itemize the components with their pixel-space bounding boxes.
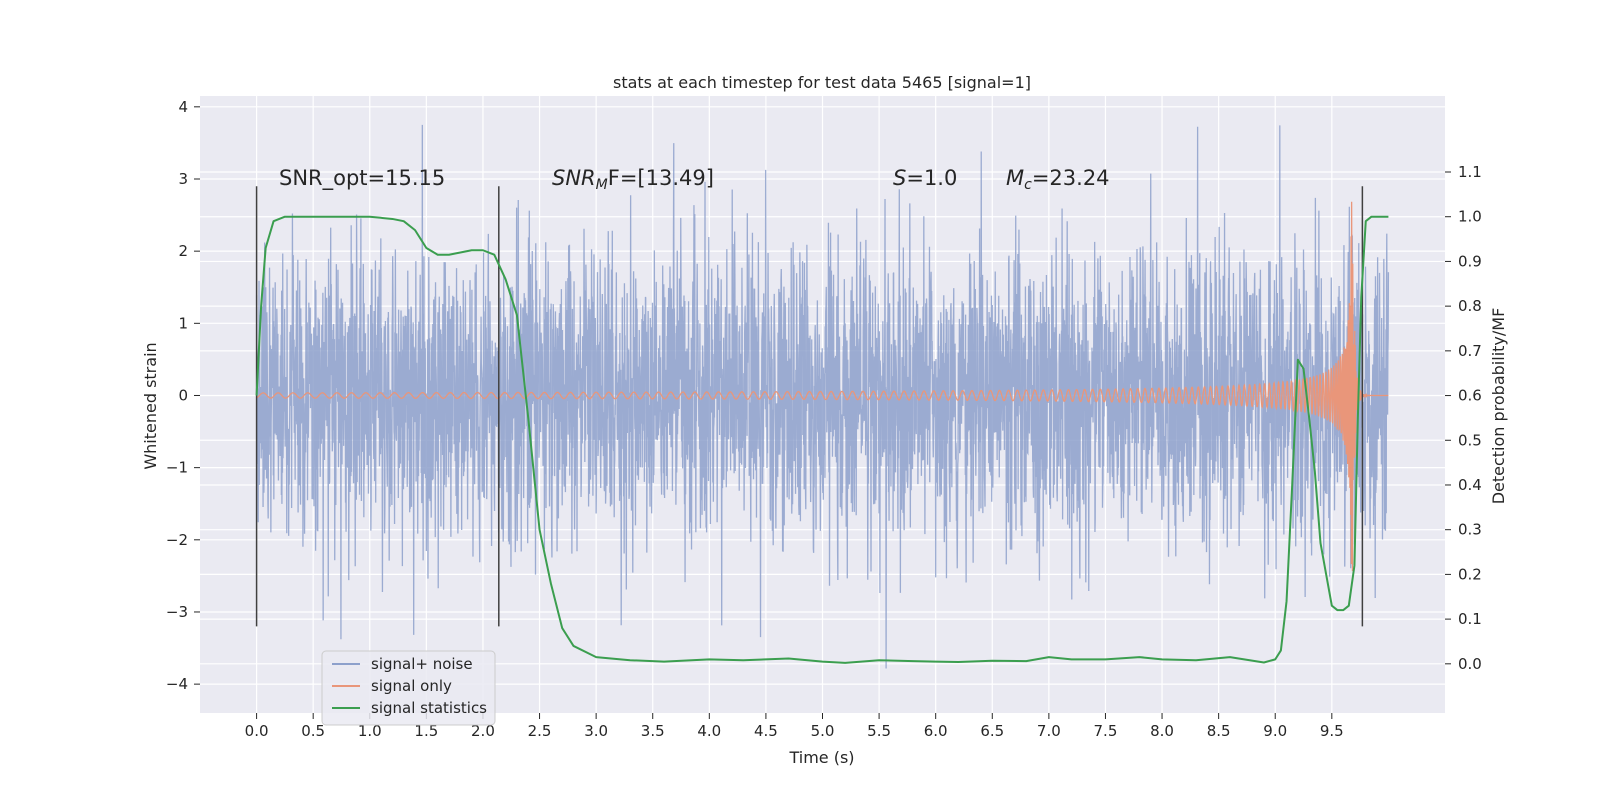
y2-tick-label: 0.0 [1458,655,1482,673]
x-tick-label: 3.0 [584,722,608,740]
x-tick-label: 1.5 [414,722,438,740]
signal-only-series [256,201,1389,572]
noise-line [255,124,1390,669]
y2-tick-label: 0.2 [1458,565,1482,583]
x-tick-label: 6.5 [980,722,1004,740]
y-tick-label: −4 [166,675,188,693]
annotation-snr-mf: SNRMF=[13.49] [552,166,714,193]
y2-tick-label: 0.3 [1458,521,1482,539]
x-axis-label: Time (s) [788,748,854,767]
y-tick-label: 0 [178,386,188,404]
y2-tick-label: 0.6 [1458,387,1482,405]
x-tick-label: 6.0 [924,722,948,740]
y2-tick-label: 0.8 [1458,297,1482,315]
noise-series [255,124,1390,669]
y-axis-ticks: 4 3 2 1 0 −1 −2 −3 −4 [166,98,200,693]
statistics-line [255,215,1389,664]
x-tick-label: 8.5 [1207,722,1231,740]
y2-axis-label: Detection probability/MF [1489,308,1508,505]
y2-tick-label: 1.0 [1458,208,1482,226]
x-tick-label: 1.0 [358,722,382,740]
y-axis-label: Whitened strain [141,342,160,469]
x-tick-label: 7.5 [1094,722,1118,740]
x-tick-label: 0.0 [245,722,269,740]
y-tick-label: 2 [178,242,188,260]
y2-tick-label: 0.5 [1458,431,1482,449]
y-tick-label: 4 [178,98,188,116]
x-axis-ticks: 0.0 0.5 1.0 1.5 2.0 2.5 3.0 3.5 4.0 4.5 5.0 5.5 6.0 6… [245,713,1344,740]
x-tick-label: 4.5 [754,722,778,740]
legend-label-statistics: signal statistics [371,699,487,717]
y-tick-label: −2 [166,531,188,549]
annotations: SNR_opt=15.15 SNRMF=[13.49] S=1.0 Mc=23.… [279,166,1110,193]
y2-tick-label: 0.7 [1458,342,1482,360]
x-tick-label: 8.0 [1150,722,1174,740]
y2-tick-label: 1.1 [1458,163,1482,181]
legend-label-signal: signal only [371,677,452,695]
annotation-snr-opt: SNR_opt=15.15 [279,166,445,191]
y2-tick-label: 0.4 [1458,476,1482,494]
annotation-mc: Mc=23.24 [1006,166,1110,193]
y-tick-label: 3 [178,170,188,188]
legend-label-noise: signal+ noise [371,655,473,673]
x-tick-label: 0.5 [301,722,325,740]
x-tick-label: 5.5 [867,722,891,740]
y2-axis-ticks: 1.1 1.0 0.9 0.8 0.7 0.6 0.5 0.4 0.3 0.2 0.1 0.0 [1445,163,1482,673]
x-tick-label: 2.0 [471,722,495,740]
x-tick-label: 3.5 [641,722,665,740]
y-tick-label: −3 [166,603,188,621]
legend-box [321,650,496,726]
y2-tick-label: 0.9 [1458,252,1482,270]
chart-title: stats at each timestep for test data 546… [613,73,1031,92]
y-tick-label: 1 [178,314,188,332]
x-tick-label: 4.0 [697,722,721,740]
x-tick-label: 7.0 [1037,722,1061,740]
x-tick-label: 9.0 [1263,722,1287,740]
x-tick-label: 9.5 [1320,722,1344,740]
annotation-s: S=1.0 [893,166,957,190]
signal-statistics-series [255,215,1389,664]
y-tick-label: −1 [166,459,188,477]
y2-tick-label: 0.1 [1458,610,1482,628]
vertical-markers [255,186,1364,627]
signal-only-line [256,201,1389,572]
x-tick-label: 5.0 [811,722,835,740]
x-tick-label: 2.5 [528,722,552,740]
legend: signal+ noise signal only signal statist… [321,650,496,726]
